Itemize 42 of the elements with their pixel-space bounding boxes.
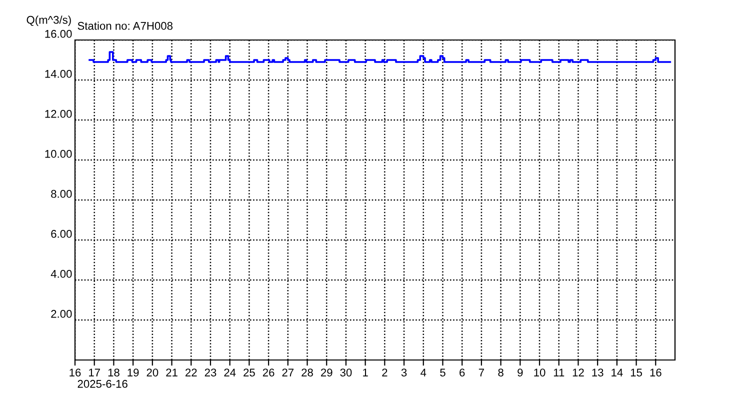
x-tick-label: 25 (244, 368, 255, 376)
x-tick-label: 9 (518, 368, 523, 376)
x-tick-label: 24 (224, 368, 236, 376)
x-tick-label: 7 (478, 368, 484, 376)
x-tick-label: 12 (572, 368, 584, 376)
x-tick-label: 10 (534, 368, 546, 376)
x-tick-label: 3 (401, 368, 407, 376)
x-tick-label: 16 (70, 368, 81, 376)
chart-title: Station no: A7H008 (78, 22, 173, 30)
x-tick-label: 19 (128, 368, 139, 376)
x-tick-label: 23 (204, 368, 216, 376)
y-tick-label: 14.00 (45, 70, 72, 78)
x-tick-label: 8 (498, 368, 504, 376)
x-tick-label: 29 (320, 368, 332, 376)
y-tick-label: 16.00 (45, 30, 72, 38)
x-tick-label: 15 (630, 368, 642, 376)
y-tick-label: 2.00 (51, 310, 72, 318)
x-tick-label: 16 (650, 368, 662, 376)
x-tick-label: 1 (363, 368, 368, 376)
x-tick-label: 14 (612, 368, 623, 376)
x-tick-label: 4 (420, 368, 426, 376)
x-tick-label: 21 (166, 368, 178, 376)
y-tick-label: 6.00 (51, 230, 72, 238)
x-tick-label: 13 (592, 368, 604, 376)
x-tick-label: 20 (146, 368, 158, 376)
x-tick-label: 6 (460, 368, 465, 376)
y-tick-label: 4.00 (50, 270, 72, 278)
x-tick-label: 27 (282, 368, 294, 376)
x-tick-label: 18 (108, 368, 120, 376)
x-tick-label: 26 (262, 368, 274, 376)
x-tick-label: 28 (302, 368, 313, 376)
x-tick-label: 22 (186, 368, 197, 376)
x-tick-label: 30 (340, 368, 352, 376)
y-tick-label: 8.00 (51, 190, 72, 198)
x-tick-label: 2 (382, 368, 388, 376)
x-tick-label: 11 (554, 368, 564, 376)
y-axis-title: Q(m^3/s) (26, 16, 71, 26)
text: 2025-6-16 (78, 380, 128, 388)
y-tick-label: 12.00 (45, 110, 72, 118)
x-tick-label: 17 (89, 368, 100, 376)
x-tick-label: 5 (440, 368, 446, 376)
y-tick-label: 10.00 (45, 150, 72, 158)
